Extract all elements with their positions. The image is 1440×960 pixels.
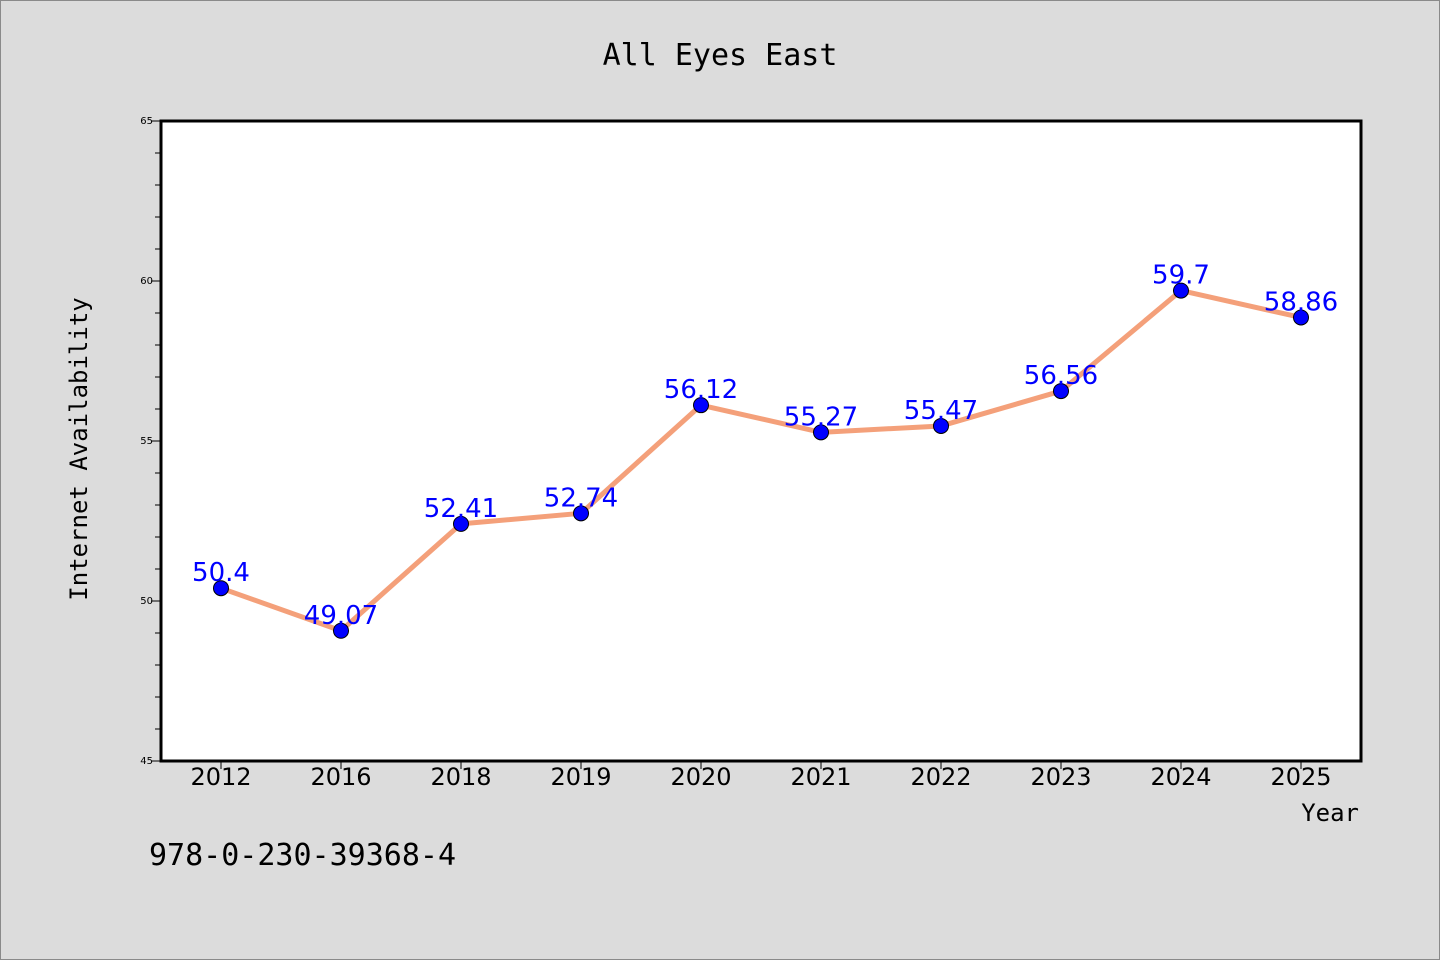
x-axis-label: Year [1301,799,1359,827]
data-point-marker [573,505,589,522]
y-tick-label: 50 [140,596,153,607]
x-tick-label: 2024 [1150,763,1211,791]
series-layer: 50.4 49.07 52.41 52.74 56.12 55.27 55.47 56.56 5… [192,261,1338,639]
data-label: 56.56 [1024,361,1098,391]
series-line [218,288,1304,634]
x-tick-label: 2023 [1030,763,1091,791]
x-tick-label: 2012 [190,763,251,791]
x-tick-label: 2019 [550,763,611,791]
data-label: 49.07 [304,601,378,631]
y-axis-label: Internet Availability [65,297,93,600]
data-point-marker [213,580,229,597]
data-label: 55.47 [904,396,978,426]
data-label: 56.12 [664,375,738,405]
chart-title: All Eyes East [603,38,838,73]
x-tick-label: 2016 [310,763,371,791]
data-label: 55.27 [784,402,858,432]
x-tick-label: 2022 [910,763,971,791]
isbn-code: 978-0-230-39368-4 [149,838,456,873]
data-point-marker [1293,309,1309,326]
x-tick-label: 2025 [1270,763,1331,791]
plot-frame [159,119,1363,763]
plot-area [161,121,1361,761]
x-axis: 2012 2016 2018 2019 2020 2021 2022 2023 2024 2025 [190,761,1332,791]
data-label: 52.74 [544,483,618,513]
data-point-marker [1053,383,1069,400]
data-point-marker [933,417,949,434]
data-label: 52.41 [424,494,498,524]
x-tick-label: 2018 [430,763,491,791]
x-tick-label: 2021 [790,763,851,791]
x-tick-label: 2020 [670,763,731,791]
data-point-marker [813,424,829,441]
data-point-marker [333,622,349,639]
data-label: 50.4 [192,558,250,588]
data-point-marker [693,397,709,414]
data-label: 58.86 [1264,287,1338,317]
y-tick-label: 60 [140,276,153,287]
data-point-marker [1173,282,1189,299]
y-tick-label: 45 [140,756,153,767]
y-axis: 45 50 55 60 65 [140,116,161,767]
y-tick-label: 65 [140,116,153,127]
data-label: 59.7 [1152,261,1210,291]
data-point-marker [453,515,469,532]
y-tick-label: 55 [140,436,153,447]
